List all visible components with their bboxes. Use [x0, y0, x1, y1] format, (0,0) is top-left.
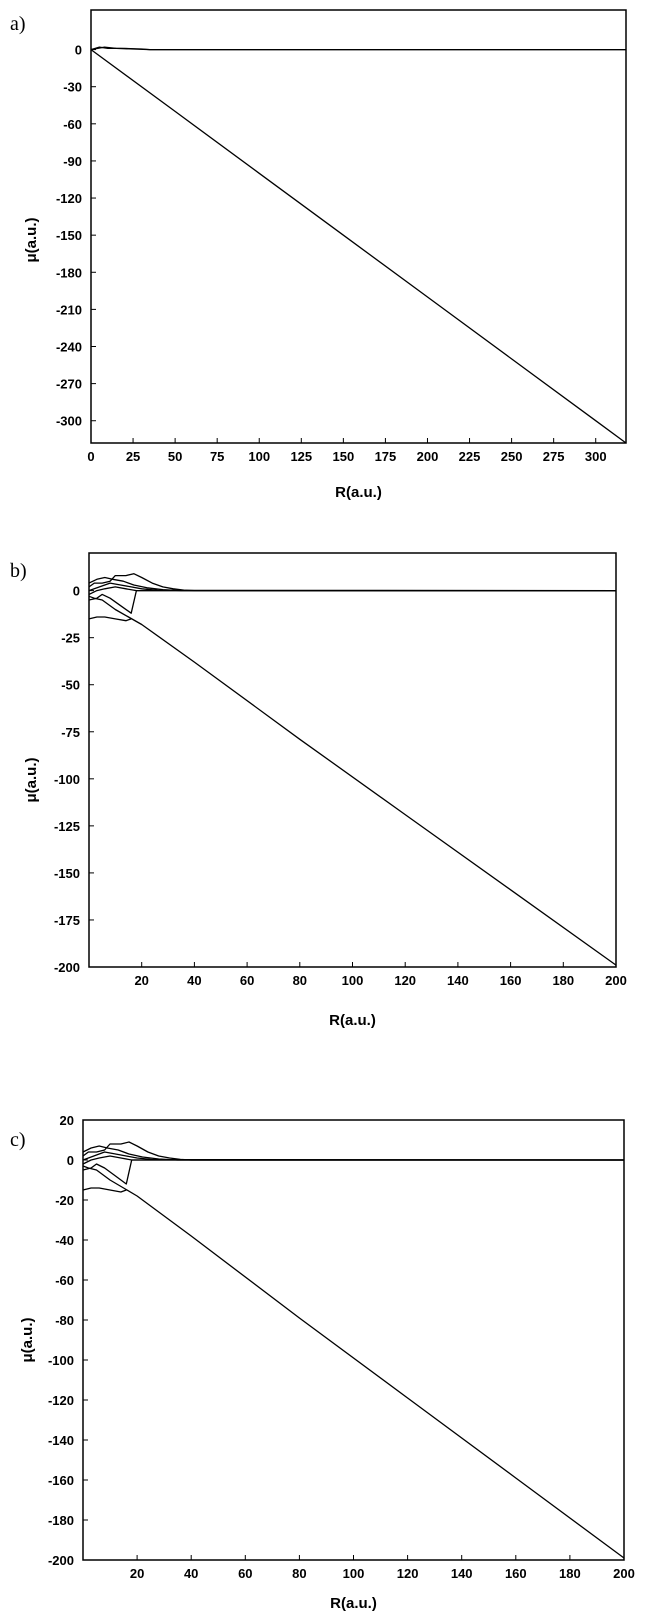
x-tick-label: 20 [134, 973, 148, 988]
y-tick-label: 0 [73, 584, 80, 599]
y-axis-title: μ(a.u.) [23, 757, 40, 802]
x-tick-label: 50 [168, 449, 182, 464]
x-tick-label: 200 [613, 1566, 635, 1581]
series-line-5 [82, 1159, 624, 1185]
y-tick-label: -180 [56, 265, 82, 280]
x-tick-label: 250 [501, 449, 523, 464]
y-tick-label: -175 [54, 913, 80, 928]
panel-label: a) [10, 13, 26, 35]
series-line-2 [82, 1145, 624, 1161]
x-tick-label: 60 [240, 973, 254, 988]
y-tick-label: -210 [56, 302, 82, 317]
y-tick-label: -180 [48, 1513, 74, 1528]
y-tick-label: -60 [63, 117, 82, 132]
chart-panel-b: 20 40 60 80 100 120 140 160 180 200 0 -25 -50 -75 -100… [10, 552, 627, 1029]
series-line-1 [82, 1141, 624, 1161]
y-tick-label: -100 [54, 772, 80, 787]
y-tick-label: 0 [75, 43, 82, 58]
chart-panel-c: 20 40 60 80 100 120 140 160 180 200200-20-40-60-8… [10, 1113, 635, 1611]
x-tick-label: 200 [417, 449, 439, 464]
series-line-6 [88, 616, 132, 622]
x-tick-label: 140 [447, 973, 469, 988]
series-line-3 [90, 49, 627, 444]
x-tick-label: 75 [210, 449, 224, 464]
y-tick-label: -150 [56, 228, 82, 243]
series-line-7 [88, 595, 617, 966]
y-tick-label: 0 [67, 1153, 74, 1168]
x-tick-label: 100 [343, 1566, 365, 1581]
series-line-7 [82, 1165, 625, 1559]
y-tick-label: -75 [61, 725, 80, 740]
y-tick-label: -90 [63, 154, 82, 169]
y-tick-label: -30 [63, 80, 82, 95]
x-tick-label: 125 [290, 449, 312, 464]
x-tick-label: 180 [559, 1566, 581, 1581]
y-axis-title: μ(a.u.) [19, 1317, 36, 1362]
x-tick-label: 225 [459, 449, 481, 464]
x-tick-label: 25 [126, 449, 140, 464]
plot-frame [90, 9, 627, 444]
x-tick-label: 100 [248, 449, 270, 464]
y-tick-label: -80 [55, 1313, 74, 1328]
x-tick-label: 60 [238, 1566, 252, 1581]
x-axis-title: R(a.u.) [329, 1012, 376, 1029]
y-tick-label: -100 [48, 1353, 74, 1368]
panel-label: b) [10, 560, 27, 582]
y-tick-label: -240 [56, 340, 82, 355]
x-axis-title: R(a.u.) [330, 1595, 377, 1611]
x-tick-label: 140 [451, 1566, 473, 1581]
x-tick-label: 40 [184, 1566, 198, 1581]
y-axis-title: μ(a.u.) [23, 217, 40, 262]
y-tick-label: -140 [48, 1433, 74, 1448]
x-tick-label: 160 [500, 973, 522, 988]
x-tick-label: 160 [505, 1566, 527, 1581]
y-tick-label: -270 [56, 377, 82, 392]
series-line-1 [88, 573, 616, 592]
y-tick-label: -60 [55, 1273, 74, 1288]
y-tick-label: -300 [56, 414, 82, 429]
x-tick-label: 175 [375, 449, 397, 464]
y-tick-label: -25 [61, 631, 80, 646]
y-tick-label: -40 [55, 1233, 74, 1248]
x-tick-label: 100 [342, 973, 364, 988]
x-tick-label: 150 [333, 449, 355, 464]
x-tick-label: 275 [543, 449, 565, 464]
panel-label: c) [10, 1129, 26, 1151]
y-tick-label: -200 [54, 960, 80, 975]
x-tick-label: 80 [292, 1566, 306, 1581]
y-tick-label: -150 [54, 866, 80, 881]
series-line-3 [82, 1151, 625, 1161]
plot-frame [88, 552, 617, 968]
series-line-5 [88, 589, 616, 614]
y-tick-label: -125 [54, 819, 80, 834]
y-tick-label: -160 [48, 1473, 74, 1488]
series-line-2 [90, 46, 626, 51]
x-tick-label: 120 [397, 1566, 419, 1581]
x-tick-label: 20 [130, 1566, 144, 1581]
y-tick-label: -120 [48, 1393, 74, 1408]
y-tick-label: -120 [56, 191, 82, 206]
x-tick-label: 200 [605, 973, 627, 988]
x-tick-label: 40 [187, 973, 201, 988]
series-line-6 [82, 1187, 127, 1193]
x-tick-label: 120 [394, 973, 416, 988]
series-line-2 [88, 576, 616, 592]
y-tick-label: -20 [55, 1193, 74, 1208]
x-tick-label: 180 [552, 973, 574, 988]
plot-frame [82, 1119, 625, 1561]
y-tick-label: 20 [60, 1113, 74, 1128]
y-tick-label: -50 [61, 678, 80, 693]
x-tick-label: 80 [293, 973, 307, 988]
x-tick-label: 300 [585, 449, 607, 464]
x-tick-label: 0 [87, 449, 94, 464]
y-tick-label: -200 [48, 1553, 74, 1568]
x-axis-title: R(a.u.) [335, 484, 382, 501]
chart-panel-a: 0 25 50 75 100 125 150 175 200 225 250 275 300 0 -30 -6… [10, 9, 627, 501]
